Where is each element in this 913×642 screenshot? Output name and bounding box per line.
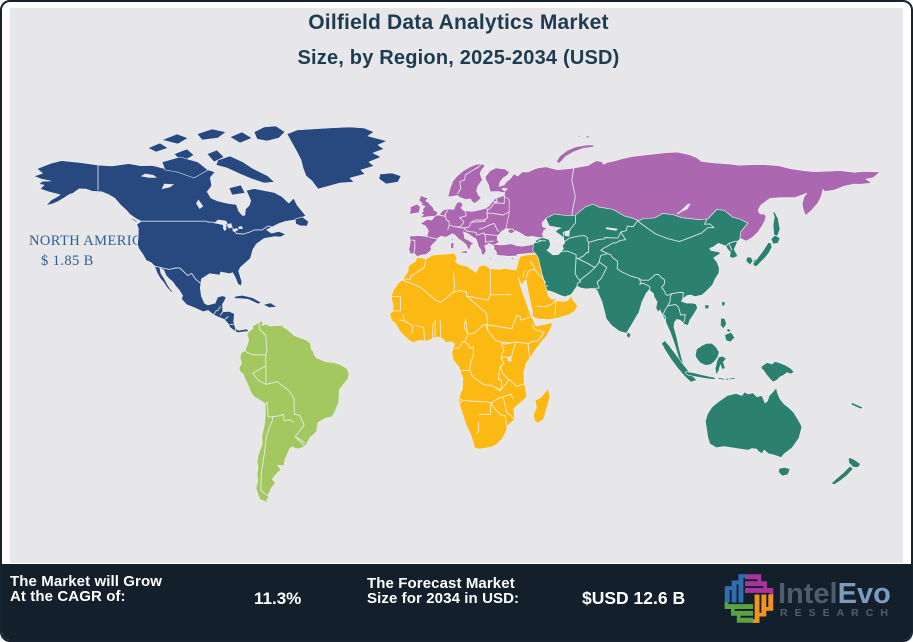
- svg-text:RESEARCH: RESEARCH: [780, 607, 895, 619]
- svg-text:IntelEvo: IntelEvo: [778, 578, 891, 610]
